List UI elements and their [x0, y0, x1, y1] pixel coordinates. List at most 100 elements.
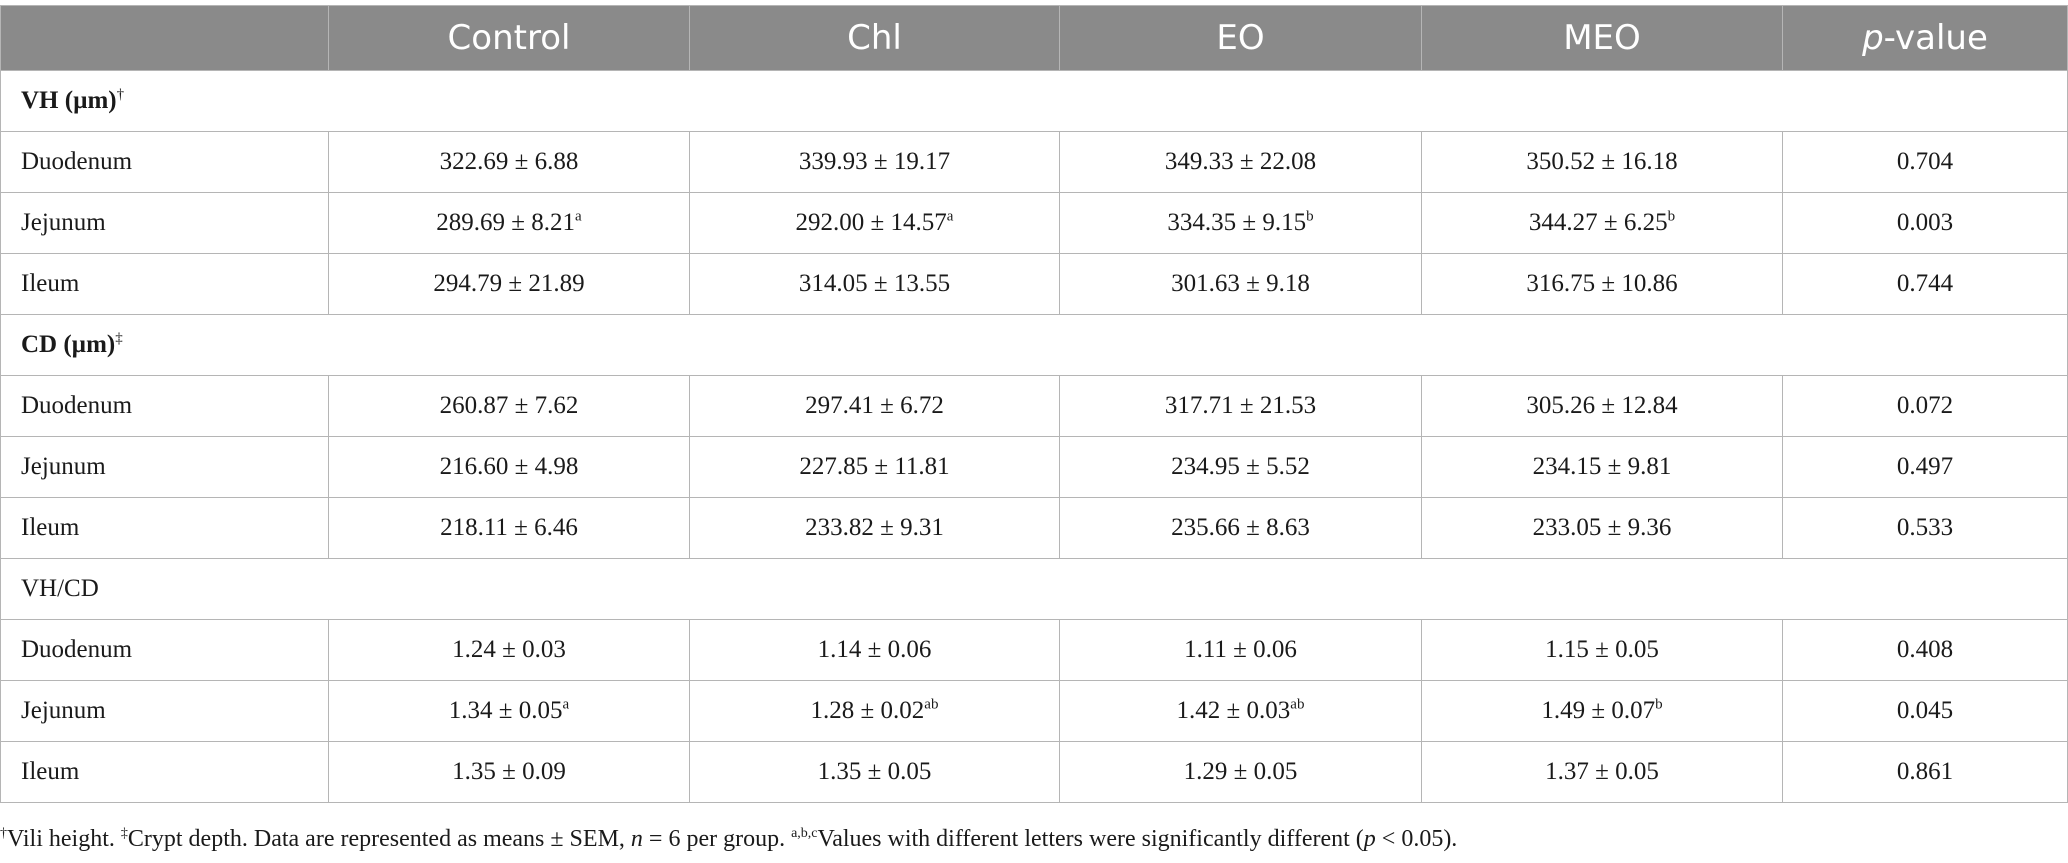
value-cell: 349.33 ± 22.08	[1059, 131, 1422, 193]
value-cell: 334.35 ± 9.15b	[1059, 192, 1422, 254]
value-text: 305.26 ± 12.84	[1526, 392, 1678, 419]
value-cell: 1.11 ± 0.06	[1059, 619, 1422, 681]
value-text: 1.35 ± 0.09	[452, 758, 566, 785]
row-label: Duodenum	[0, 131, 329, 193]
value-cell: 1.49 ± 0.07b	[1421, 680, 1783, 742]
header-row: Control Chl EO MEO p-value	[0, 5, 2068, 71]
row-label: Jejunum	[0, 436, 329, 498]
value-text: 1.35 ± 0.05	[817, 758, 932, 785]
section-title: CD (µm)‡	[0, 314, 2068, 376]
significance-letter: b	[1667, 208, 1676, 225]
value-cell: 1.34 ± 0.05a	[328, 680, 690, 742]
value-text: 350.52 ± 16.18	[1526, 148, 1678, 175]
value-text: 1.28 ± 0.02	[810, 697, 925, 724]
section-title: VH/CD	[0, 558, 2068, 620]
value-text: 344.27 ± 6.25	[1528, 209, 1668, 236]
value-cell: 305.26 ± 12.84	[1421, 375, 1783, 437]
value-text: 227.85 ± 11.81	[799, 453, 950, 480]
value-text: 218.11 ± 6.46	[440, 514, 578, 541]
footnote-n: n	[630, 826, 643, 852]
footnote-dagger: †	[0, 826, 7, 841]
value-cell: 260.87 ± 7.62	[328, 375, 690, 437]
p-value-cell: 0.408	[1782, 619, 2068, 681]
table-row: Ileum 1.35 ± 0.09 1.35 ± 0.05 1.29 ± 0.05 1.…	[0, 741, 2068, 803]
value-cell: 350.52 ± 16.18	[1421, 131, 1783, 193]
p-value-cell: 0.744	[1782, 253, 2068, 315]
value-text: 322.69 ± 6.88	[439, 148, 579, 175]
value-cell: 1.29 ± 0.05	[1059, 741, 1422, 803]
header-p-value: p-value	[1782, 5, 2068, 71]
header-eo: EO	[1059, 5, 1422, 71]
value-cell: 316.75 ± 10.86	[1421, 253, 1783, 315]
significance-letter: a	[562, 696, 570, 713]
value-text: 339.93 ± 19.17	[798, 148, 951, 175]
value-text: 294.79 ± 21.89	[433, 270, 585, 297]
section-row: VH (µm)†	[0, 70, 2068, 132]
table-row: Duodenum 260.87 ± 7.62 297.41 ± 6.72 317.71…	[0, 375, 2068, 437]
value-cell: 233.82 ± 9.31	[689, 497, 1060, 559]
table-body: VH (µm)† Duodenum 322.69 ± 6.88 339.93 ± 19…	[0, 70, 2068, 803]
value-text: 234.15 ± 9.81	[1532, 453, 1672, 480]
value-cell: 1.35 ± 0.09	[328, 741, 690, 803]
section-title-text: VH (µm)	[21, 87, 117, 114]
header-control: Control	[328, 5, 690, 71]
table-row: Duodenum 1.24 ± 0.03 1.14 ± 0.06 1.11 ± 0.0…	[0, 619, 2068, 681]
value-cell: 339.93 ± 19.17	[689, 131, 1060, 193]
value-cell: 218.11 ± 6.46	[328, 497, 690, 559]
header-blank	[0, 5, 329, 71]
table-row: Ileum 294.79 ± 21.89 314.05 ± 13.55 301.63 …	[0, 253, 2068, 315]
table-row: Ileum 218.11 ± 6.46 233.82 ± 9.31 235.66 ± …	[0, 497, 2068, 559]
value-text: 1.49 ± 0.07	[1541, 697, 1656, 724]
significance-letter: b	[1655, 696, 1663, 713]
p-value-cell: 0.072	[1782, 375, 2068, 437]
significance-letter: a	[946, 208, 954, 225]
table-row: Jejunum 216.60 ± 4.98 227.85 ± 11.81 234.95…	[0, 436, 2068, 498]
p-value-cell: 0.861	[1782, 741, 2068, 803]
value-cell: 234.15 ± 9.81	[1421, 436, 1783, 498]
header-p-italic: p	[1862, 18, 1884, 58]
value-text: 1.34 ± 0.05	[448, 697, 563, 724]
row-label: Jejunum	[0, 680, 329, 742]
value-cell: 1.24 ± 0.03	[328, 619, 690, 681]
value-text: 233.05 ± 9.36	[1532, 514, 1672, 541]
value-cell: 317.71 ± 21.53	[1059, 375, 1422, 437]
significance-letter: a	[575, 208, 582, 225]
value-text: 1.15 ± 0.05	[1545, 636, 1659, 663]
footnote-double-dagger: ‡	[120, 826, 128, 841]
section-title-footnote-mark: ‡	[115, 330, 123, 347]
value-cell: 234.95 ± 5.52	[1059, 436, 1422, 498]
value-text: 1.42 ± 0.03	[1176, 697, 1291, 724]
p-value-cell: 0.704	[1782, 131, 2068, 193]
section-title-text: CD (µm)	[21, 331, 116, 358]
p-value-cell: 0.003	[1782, 192, 2068, 254]
row-label: Duodenum	[0, 619, 329, 681]
header-chl: Chl	[689, 5, 1060, 71]
value-text: 1.37 ± 0.05	[1545, 758, 1659, 785]
value-text: 233.82 ± 9.31	[805, 514, 944, 541]
section-row: VH/CD	[0, 558, 2068, 620]
value-text: 316.75 ± 10.86	[1526, 270, 1678, 297]
value-cell: 294.79 ± 21.89	[328, 253, 690, 315]
value-cell: 1.35 ± 0.05	[689, 741, 1060, 803]
footnote-text-3: = 6 per group.	[642, 826, 792, 852]
value-cell: 216.60 ± 4.98	[328, 436, 690, 498]
value-text: 289.69 ± 8.21	[436, 209, 576, 236]
section-title-text: VH/CD	[21, 575, 99, 602]
value-text: 216.60 ± 4.98	[439, 453, 579, 480]
value-cell: 297.41 ± 6.72	[689, 375, 1060, 437]
value-cell: 1.15 ± 0.05	[1421, 619, 1783, 681]
footnote-text-2: Crypt depth. Data are represented as mea…	[127, 826, 631, 852]
table-row: Jejunum 289.69 ± 8.21a 292.00 ± 14.57a 334.…	[0, 192, 2068, 254]
value-cell: 289.69 ± 8.21a	[328, 192, 690, 254]
footnote-text-4: Values with different letters were signi…	[817, 826, 1364, 852]
significance-letter: ab	[1290, 696, 1305, 713]
value-text: 1.14 ± 0.06	[817, 636, 932, 663]
section-title-footnote-mark: †	[116, 86, 125, 103]
value-text: 314.05 ± 13.55	[798, 270, 951, 297]
section-title: VH (µm)†	[0, 70, 2068, 132]
value-cell: 322.69 ± 6.88	[328, 131, 690, 193]
value-cell: 1.28 ± 0.02ab	[689, 680, 1060, 742]
footnote-text-1: Vili height.	[7, 826, 121, 852]
value-cell: 233.05 ± 9.36	[1421, 497, 1783, 559]
table-footnote: †Vili height. ‡Crypt depth. Data are rep…	[0, 826, 2068, 853]
